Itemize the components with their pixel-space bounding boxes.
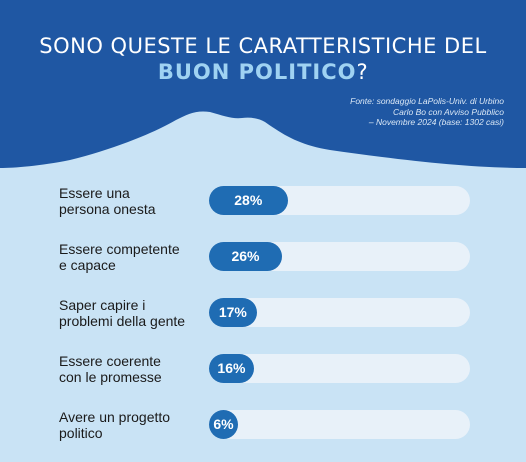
source-line: – Novembre 2024 (base: 1302 casi): [368, 117, 504, 127]
data-label: 17%: [218, 304, 247, 320]
bar: [209, 242, 282, 271]
category-label-line: Saper capire i: [59, 297, 146, 313]
category-label-line: problemi della gente: [59, 313, 186, 329]
category-label-line: persona onesta: [59, 201, 156, 217]
bar-track: 6%: [209, 410, 470, 439]
source-line: Fonte: sondaggio LaPolis-Univ. di Urbino: [350, 96, 504, 106]
bar: [209, 186, 288, 215]
bar-track: 17%: [209, 298, 470, 327]
category-label-line: politico: [59, 425, 103, 441]
category-label-line: Avere un progetto: [59, 409, 171, 425]
volcano-shape: [0, 0, 526, 168]
bar: [209, 410, 238, 439]
source-line: Carlo Bo con Avviso Pubblico: [392, 106, 504, 117]
data-label: 6%: [213, 416, 234, 432]
chart-title: SONO QUESTE LE CARATTERISTICHE DEL: [39, 34, 487, 58]
category-label-line: Essere una: [59, 185, 130, 201]
category-label-line: Essere coerente: [59, 353, 161, 369]
category-label: Essere competente e capace: [59, 241, 180, 273]
category-label: Saper capire i problemi della gente: [59, 297, 185, 329]
source-note: Fonte: sondaggio LaPolis-Univ. di Urbino…: [284, 96, 504, 128]
bar-track: 26%: [209, 242, 470, 271]
category-label-line: e capace: [59, 257, 116, 273]
bar: [209, 298, 257, 327]
category-label: Avere un progetto politico: [59, 409, 170, 441]
bar-track: 16%: [209, 354, 470, 383]
chart-title-line2: BUON POLITICO?: [0, 60, 526, 84]
title-end: ?: [356, 60, 369, 84]
data-label: 28%: [234, 192, 263, 208]
category-label: Essere coerente con le promesse: [59, 353, 162, 385]
bar: [209, 354, 254, 383]
bar-track: 28%: [209, 186, 470, 215]
category-label: Essere una persona onesta: [59, 185, 156, 217]
category-label-line: Essere competente: [59, 241, 180, 257]
data-label: 26%: [231, 248, 260, 264]
data-label: 16%: [217, 360, 246, 376]
title-highlight: BUON POLITICO: [157, 60, 357, 84]
category-label-line: con le promesse: [59, 369, 162, 385]
